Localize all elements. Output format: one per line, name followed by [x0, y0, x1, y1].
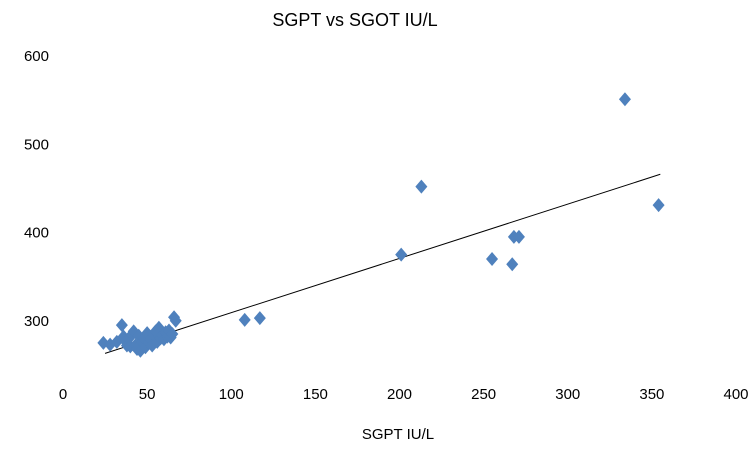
x-axis-ticks: 0 50 100 150 200 250 300 350 400 [59, 386, 749, 403]
x-tick-label: 150 [303, 386, 328, 403]
data-point [506, 257, 519, 272]
y-tick-label: 300 [24, 313, 49, 330]
x-tick-label: 50 [139, 386, 156, 403]
trendline [104, 173, 661, 354]
data-point [253, 311, 266, 326]
x-tick-label: 100 [219, 386, 244, 403]
x-tick-label: 0 [59, 386, 67, 403]
data-point [618, 92, 631, 107]
data-point [166, 326, 179, 341]
data-point [652, 198, 665, 213]
data-point [512, 229, 525, 244]
x-tick-label: 350 [639, 386, 664, 403]
data-point [395, 247, 408, 262]
trendline-layer [104, 173, 661, 354]
data-point [115, 318, 128, 333]
x-tick-label: 300 [555, 386, 580, 403]
data-point [169, 313, 182, 328]
data-point [238, 312, 251, 327]
x-tick-label: 200 [387, 386, 412, 403]
x-axis-label: SGPT IU/L [362, 426, 434, 443]
y-axis-ticks: 300 400 500 600 [24, 48, 49, 330]
data-point [415, 179, 428, 194]
x-tick-label: 250 [471, 386, 496, 403]
data-point [486, 251, 499, 266]
chart-title: SGPT vs SGOT IU/L [272, 10, 437, 30]
x-tick-label: 400 [723, 386, 748, 403]
data-points [97, 92, 665, 358]
y-tick-label: 600 [24, 48, 49, 65]
y-tick-label: 500 [24, 136, 49, 153]
y-tick-label: 400 [24, 225, 49, 242]
